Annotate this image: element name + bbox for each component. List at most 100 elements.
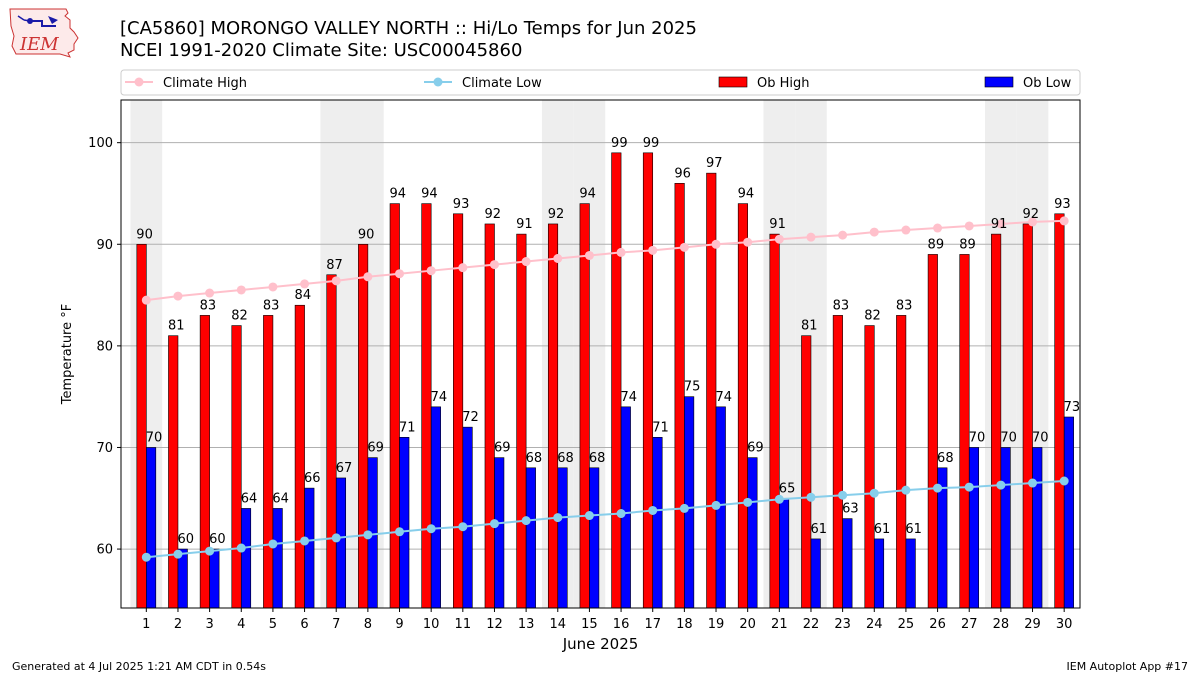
ob-high-label: 83 bbox=[263, 298, 280, 313]
climate-high-line bbox=[146, 219, 1065, 302]
chart-subtitle: NCEI 1991-2020 Climate Site: USC00045860 bbox=[120, 40, 523, 61]
x-tick-label: 21 bbox=[771, 617, 788, 632]
legend-label: Ob High bbox=[757, 76, 810, 91]
y-tick-label: 80 bbox=[96, 339, 113, 354]
ob-high-bar bbox=[927, 254, 938, 609]
x-tick-label: 19 bbox=[708, 617, 725, 632]
climate-low-point bbox=[648, 505, 658, 515]
climate-high-point bbox=[711, 239, 721, 249]
climate-low-point bbox=[141, 552, 151, 562]
climate-high-point bbox=[679, 242, 689, 252]
y-tick-label: 100 bbox=[88, 136, 113, 151]
climate-high-point bbox=[553, 253, 563, 263]
ob-high-label: 94 bbox=[738, 187, 755, 202]
x-axis-label: June 2025 bbox=[562, 635, 639, 653]
ob-high-label: 83 bbox=[896, 298, 913, 313]
x-tick-label: 30 bbox=[1056, 617, 1073, 632]
y-tick-label: 70 bbox=[96, 441, 113, 456]
x-tick-label: 23 bbox=[834, 617, 851, 632]
climate-high-point bbox=[964, 221, 974, 231]
x-tick-label: 5 bbox=[269, 617, 277, 632]
ob-low-label: 73 bbox=[1064, 400, 1081, 415]
climate-high-point bbox=[141, 295, 151, 305]
ob-low-bar bbox=[1032, 447, 1043, 609]
ob-low-bar bbox=[747, 457, 758, 609]
climate-low-point bbox=[711, 500, 721, 510]
ob-low-bar bbox=[589, 467, 600, 609]
ob-high-bar bbox=[801, 335, 812, 609]
ob-high-label: 91 bbox=[769, 217, 786, 232]
x-tick-label: 15 bbox=[581, 617, 598, 632]
ob-high-bar bbox=[516, 233, 527, 609]
x-tick-label: 25 bbox=[898, 617, 915, 632]
app-credit: IEM Autoplot App #17 bbox=[1066, 660, 1189, 673]
climate-low-point bbox=[869, 488, 879, 498]
climate-low-point bbox=[838, 490, 848, 500]
climate-low-line bbox=[146, 480, 1065, 559]
climate-high-point bbox=[363, 272, 373, 282]
ob-low-label: 69 bbox=[494, 441, 511, 456]
climate-high-point bbox=[933, 223, 943, 233]
ob-low-label: 65 bbox=[779, 481, 796, 496]
climate-high-point bbox=[236, 285, 246, 295]
x-tick-label: 8 bbox=[364, 617, 372, 632]
climate-high-point bbox=[1028, 217, 1038, 227]
x-tick-label: 22 bbox=[803, 617, 820, 632]
ob-low-bar bbox=[968, 447, 980, 609]
ob-low-label: 68 bbox=[589, 451, 606, 466]
ob-low-bar bbox=[684, 396, 695, 609]
x-tick-label: 2 bbox=[174, 617, 182, 632]
ob-high-bar bbox=[358, 243, 369, 609]
ob-high-bar bbox=[294, 304, 305, 609]
climate-high-point bbox=[173, 291, 183, 301]
legend-swatch-marker bbox=[433, 77, 443, 87]
ob-low-label: 69 bbox=[367, 441, 384, 456]
climate-high-point bbox=[521, 257, 531, 267]
ob-low-bar bbox=[335, 477, 347, 609]
climate-high-point bbox=[838, 230, 848, 240]
x-tick-label: 3 bbox=[205, 617, 213, 632]
climate-low-point bbox=[933, 483, 943, 493]
ob-high-label: 91 bbox=[516, 217, 533, 232]
ob-low-label: 75 bbox=[684, 380, 701, 395]
ob-high-label: 92 bbox=[484, 207, 501, 222]
ob-low-label: 67 bbox=[336, 461, 353, 476]
climate-high-point bbox=[395, 269, 405, 279]
ob-high-label: 99 bbox=[611, 136, 628, 151]
x-tick-label: 29 bbox=[1024, 617, 1041, 632]
x-tick-label: 18 bbox=[676, 617, 693, 632]
generated-timestamp: Generated at 4 Jul 2025 1:21 AM CDT in 0… bbox=[12, 660, 266, 673]
ob-low-bar bbox=[1063, 416, 1074, 609]
x-tick-label: 16 bbox=[613, 617, 630, 632]
climate-low-point bbox=[901, 485, 911, 495]
ob-low-bar bbox=[905, 538, 916, 609]
ob-high-bar bbox=[389, 203, 400, 609]
climate-low-point bbox=[426, 524, 436, 534]
ob-high-label: 92 bbox=[1023, 207, 1040, 222]
climate-low-point bbox=[1028, 478, 1038, 488]
ob-low-label: 68 bbox=[557, 451, 574, 466]
chart-title: [CA5860] MORONGO VALLEY NORTH :: Hi/Lo T… bbox=[120, 18, 697, 39]
climate-low-point bbox=[363, 530, 373, 540]
ob-high-label: 94 bbox=[421, 187, 438, 202]
ob-high-label: 83 bbox=[833, 298, 850, 313]
climate-high-point bbox=[489, 260, 499, 270]
iem-logo: IEM bbox=[9, 8, 79, 58]
y-axis-label: Temperature °F bbox=[60, 304, 75, 405]
climate-low-point bbox=[774, 494, 784, 504]
climate-high-point bbox=[743, 237, 753, 247]
ob-low-label: 68 bbox=[937, 451, 954, 466]
climate-low-point bbox=[553, 513, 563, 523]
ob-high-label: 94 bbox=[390, 187, 407, 202]
climate-low-point bbox=[584, 511, 594, 521]
ob-high-bar bbox=[991, 233, 1002, 609]
ob-low-bar bbox=[272, 508, 283, 609]
ob-high-bar bbox=[737, 203, 748, 609]
ob-high-label: 92 bbox=[548, 207, 565, 222]
ob-low-label: 70 bbox=[146, 430, 163, 445]
ob-low-label: 66 bbox=[304, 471, 321, 486]
climate-high-point bbox=[774, 234, 784, 244]
ob-low-label: 64 bbox=[272, 491, 289, 506]
ob-low-bar bbox=[873, 538, 885, 609]
